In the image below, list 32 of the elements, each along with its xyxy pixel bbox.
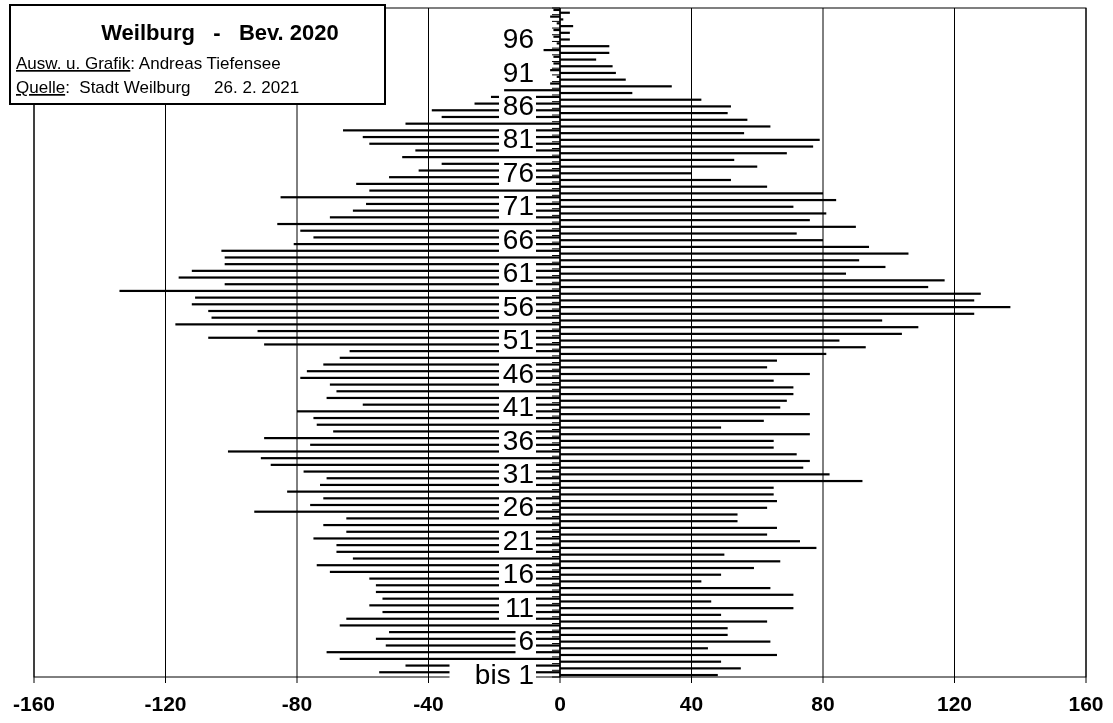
- x-tick-label: -120: [144, 692, 187, 715]
- x-tick-label: 40: [679, 692, 704, 715]
- y-tick-label: 71: [502, 190, 534, 222]
- y-tick-label: 36: [502, 424, 534, 456]
- y-tick-label: 11: [504, 591, 534, 623]
- x-tick-label: -160: [12, 692, 56, 715]
- y-tick-label: 76: [502, 156, 534, 188]
- y-tick-label: 46: [502, 357, 534, 389]
- y-tick-label: 66: [502, 223, 534, 255]
- x-tick-label: -80: [281, 692, 313, 715]
- y-tick-label: bis 1: [474, 658, 534, 690]
- x-tick-label: 80: [811, 692, 835, 715]
- annotation: Quelle: Stadt Weilburg 26. 2. 2021: [16, 78, 300, 97]
- y-tick-label: 91: [502, 56, 534, 88]
- y-tick-label: 6: [518, 625, 534, 657]
- x-tick-label: 0: [554, 692, 566, 715]
- y-tick-label: 31: [502, 457, 534, 489]
- y-tick-label: 96: [502, 23, 534, 55]
- y-tick-label: 41: [502, 391, 534, 423]
- x-tick-label: -40: [413, 692, 444, 715]
- text: Weilburg - Bev. 2020: [101, 20, 339, 45]
- annotation: Ausw. u. Grafik: Andreas Tiefensee: [16, 54, 281, 73]
- y-tick-label: 26: [502, 491, 534, 523]
- x-tick-label: 160: [1068, 692, 1104, 715]
- y-tick-label: 61: [502, 257, 534, 289]
- y-tick-label: 21: [502, 524, 534, 556]
- y-tick-label: 51: [502, 324, 534, 356]
- y-tick-label: 56: [502, 290, 534, 322]
- y-tick-label: 81: [502, 123, 534, 155]
- y-tick-label: 86: [502, 90, 534, 121]
- y-tick-label: 16: [502, 558, 534, 590]
- x-tick-label: 120: [936, 692, 973, 715]
